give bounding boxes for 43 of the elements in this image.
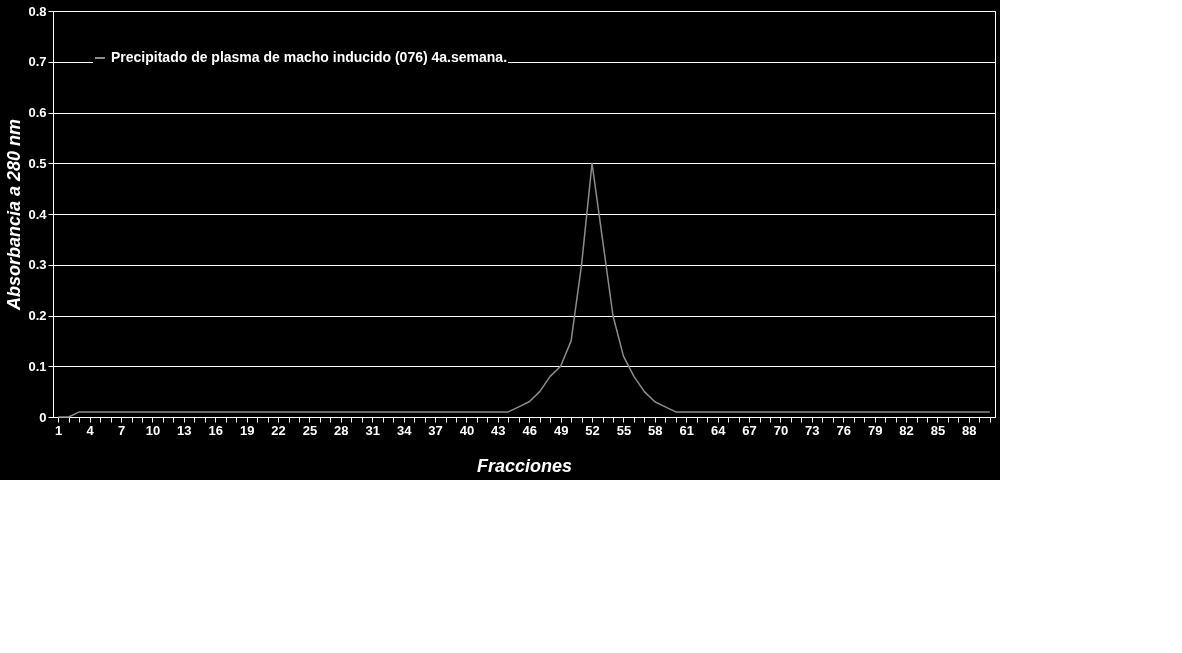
x-tick-label: 85 bbox=[930, 422, 946, 438]
y-tick-label: 0.3 bbox=[28, 257, 47, 273]
x-tick-label: 49 bbox=[553, 422, 569, 438]
x-tick-label: 55 bbox=[616, 422, 632, 438]
y-tick-label: 0.5 bbox=[28, 155, 47, 171]
x-tick-label: 46 bbox=[522, 422, 537, 438]
y-tick-label: 0.2 bbox=[28, 308, 47, 323]
x-tick-label: 43 bbox=[491, 422, 506, 438]
x-tick-label: 19 bbox=[239, 422, 255, 438]
x-tick-label: 82 bbox=[899, 422, 914, 438]
y-tick-label: 0.6 bbox=[28, 105, 47, 120]
x-tick-label: 52 bbox=[585, 422, 600, 438]
x-tick-label: 31 bbox=[365, 422, 380, 438]
x-tick-label: 73 bbox=[805, 422, 820, 438]
x-tick-label: 67 bbox=[742, 422, 757, 438]
y-tick-label: 0.1 bbox=[28, 358, 47, 374]
x-tick-label: 10 bbox=[145, 422, 161, 438]
line-series bbox=[57, 162, 991, 418]
y-tick-label: 0.7 bbox=[28, 54, 47, 70]
x-tick-label: 1 bbox=[55, 422, 63, 438]
x-tick-label: 76 bbox=[836, 422, 851, 438]
x-tick-label: 58 bbox=[648, 422, 663, 438]
x-tick-label: 79 bbox=[867, 422, 883, 438]
x-tick-label: 25 bbox=[302, 422, 318, 438]
x-axis-title: Fracciones bbox=[476, 455, 573, 476]
x-tick-label: 61 bbox=[679, 422, 694, 438]
x-tick-label: 34 bbox=[396, 422, 413, 438]
x-tick-label: 4 bbox=[86, 422, 95, 438]
x-tick-label: 28 bbox=[334, 422, 349, 438]
y-tick-label: 0.4 bbox=[28, 206, 48, 222]
x-tick-label: 22 bbox=[271, 422, 286, 438]
y-tick-label: 0.8 bbox=[28, 3, 47, 19]
x-tick-label: 64 bbox=[710, 422, 727, 438]
x-tick-label: 88 bbox=[962, 422, 977, 438]
y-tick-label: 0 bbox=[39, 409, 47, 425]
x-tick-label: 13 bbox=[177, 422, 192, 438]
x-tick-label: 37 bbox=[428, 422, 443, 438]
x-tick-label: 70 bbox=[773, 422, 789, 438]
x-tick-label: 7 bbox=[117, 422, 126, 438]
x-tick-label: 40 bbox=[459, 422, 475, 438]
x-tick-label: 16 bbox=[208, 422, 223, 438]
y-axis-title: Absorbancia a 280 nm bbox=[4, 118, 25, 312]
legend-label: Precipitado de plasma de macho inducido (076) 4a.semana. bbox=[111, 49, 508, 65]
